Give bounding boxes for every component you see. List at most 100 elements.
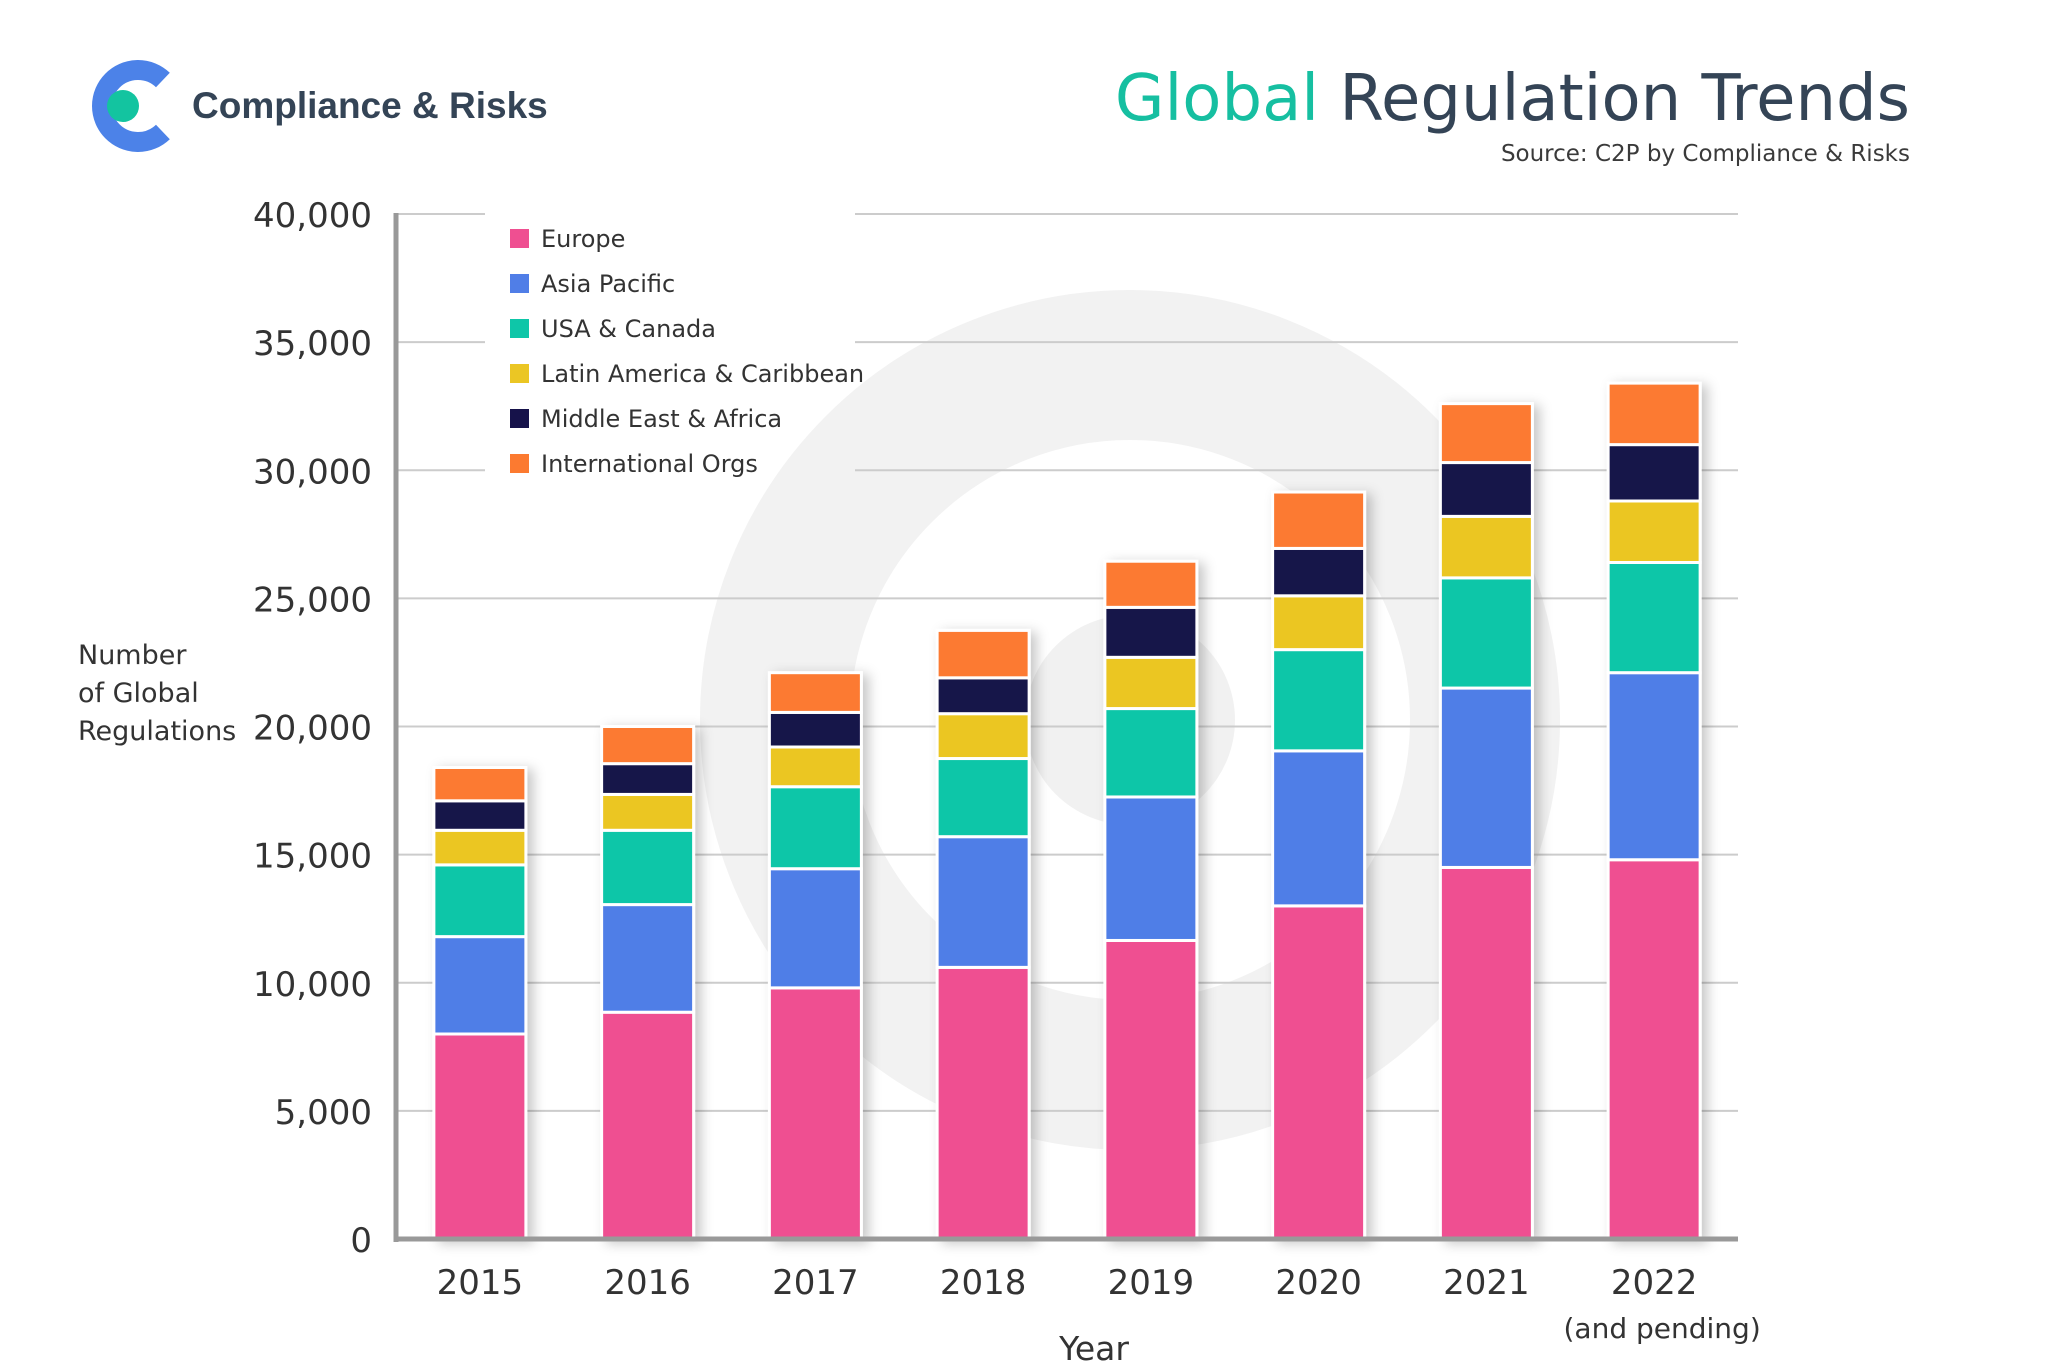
legend: Europe Asia Pacific USA & Canada Latin Amer… — [510, 225, 864, 478]
y-tick-label: 40,000 — [253, 196, 372, 236]
x-tick-label: 2021 — [1443, 1263, 1530, 1303]
bar-stack-2021 — [1438, 402, 1534, 1241]
y-tick-labels: 0 5,000 10,000 15,000 20,000 25,000 30,000 35,0… — [253, 196, 372, 1261]
y-tick-label: 35,000 — [253, 324, 372, 364]
bar-segment-europe — [767, 986, 863, 1241]
x-tick-label: 2018 — [940, 1263, 1027, 1303]
legend-label: Europe — [541, 225, 625, 253]
x-tick-label: 2020 — [1275, 1263, 1362, 1303]
bar-segment-usa-canada — [1438, 576, 1534, 690]
bar-segment-asia-pacific — [935, 835, 1031, 969]
bar-segment-middle-east-africa — [1271, 546, 1367, 598]
bar-stack-group — [432, 381, 1702, 1241]
x-tick-label: 2017 — [772, 1263, 859, 1303]
bar-segment-middle-east-africa — [1606, 443, 1702, 503]
bar-segment-asia-pacific — [1271, 749, 1367, 908]
bar-segment-international-orgs — [1103, 559, 1199, 609]
x-tick-sublabel: (and pending) — [1564, 1312, 1761, 1345]
bar-segment-asia-pacific — [600, 903, 696, 1014]
legend-swatch — [510, 409, 529, 428]
bar-segment-middle-east-africa — [1103, 605, 1199, 659]
legend-swatch — [510, 274, 529, 293]
bar-segment-europe — [1271, 904, 1367, 1241]
bar-segment-asia-pacific — [1606, 671, 1702, 862]
bar-segment-europe — [600, 1010, 696, 1241]
c-ring-logo-icon — [92, 60, 170, 152]
legend-swatch — [510, 364, 529, 383]
bar-segment-asia-pacific — [1103, 795, 1199, 942]
bar-segment-middle-east-africa — [767, 710, 863, 749]
brand-logo: Compliance & Risks — [92, 60, 548, 152]
bar-segment-usa-canada — [935, 757, 1031, 839]
bar-segment-usa-canada — [432, 863, 528, 939]
bar-stack-2015 — [432, 766, 528, 1241]
bar-segment-international-orgs — [1271, 490, 1367, 550]
bar-segment-asia-pacific — [432, 935, 528, 1036]
bar-segment-europe — [935, 965, 1031, 1241]
brand-name: Compliance & Risks — [192, 85, 548, 126]
legend-label: Middle East & Africa — [541, 405, 782, 433]
legend-label: International Orgs — [541, 450, 758, 478]
x-axis-label: Year — [1058, 1329, 1129, 1367]
source-note: Source: C2P by Compliance & Risks — [1501, 141, 1910, 167]
bar-segment-usa-canada — [1103, 707, 1199, 799]
y-tick-label: 25,000 — [253, 580, 372, 620]
y-axis-label: Number of Global Regulations — [78, 640, 236, 747]
y-tick-label: 10,000 — [253, 965, 372, 1005]
bar-segment-latin-america-caribbean — [600, 792, 696, 832]
bar-stack-2022 — [1606, 381, 1702, 1241]
bar-segment-usa-canada — [600, 828, 696, 907]
bar-stack-2020 — [1271, 490, 1367, 1241]
title-accent: Global — [1115, 62, 1319, 136]
bar-segment-europe — [432, 1032, 528, 1241]
bar-segment-latin-america-caribbean — [432, 828, 528, 867]
bar-segment-international-orgs — [432, 766, 528, 803]
legend-label: Asia Pacific — [541, 270, 675, 298]
bar-segment-asia-pacific — [767, 867, 863, 990]
bar-segment-latin-america-caribbean — [1438, 514, 1534, 580]
x-tick-label: 2016 — [604, 1263, 691, 1303]
y-tick-label: 15,000 — [253, 837, 372, 877]
x-tick-labels: 2015 2016 2017 2018 2019 2020 2021 2022 (and pen… — [437, 1263, 1761, 1345]
bar-segment-middle-east-africa — [1438, 461, 1534, 518]
bar-segment-europe — [1438, 865, 1534, 1241]
y-tick-label: 30,000 — [253, 452, 372, 492]
bar-segment-latin-america-caribbean — [1606, 499, 1702, 564]
page-title: Global Regulation Trends — [1115, 62, 1910, 136]
legend-swatch — [510, 454, 529, 473]
x-tick-label: 2019 — [1108, 1263, 1195, 1303]
bar-segment-middle-east-africa — [432, 799, 528, 832]
bar-segment-europe — [1103, 938, 1199, 1241]
bar-stack-2018 — [935, 628, 1031, 1241]
axes — [393, 213, 1738, 1242]
bar-segment-usa-canada — [767, 785, 863, 871]
bar-segment-international-orgs — [1606, 381, 1702, 447]
bar-segment-middle-east-africa — [935, 676, 1031, 716]
bar-stack-2017 — [767, 671, 863, 1241]
x-tick-label: 2022 — [1611, 1263, 1698, 1303]
x-tick-label: 2015 — [437, 1263, 524, 1303]
bar-segment-europe — [1606, 858, 1702, 1241]
y-tick-label: 0 — [350, 1221, 372, 1261]
legend-swatch — [510, 319, 529, 338]
bar-segment-latin-america-caribbean — [767, 745, 863, 789]
title-rest: Regulation Trends — [1339, 62, 1910, 136]
bar-segment-international-orgs — [600, 725, 696, 766]
bar-segment-asia-pacific — [1438, 686, 1534, 869]
legend-label: USA & Canada — [541, 315, 716, 343]
bar-segment-latin-america-caribbean — [1103, 655, 1199, 711]
bar-segment-international-orgs — [1438, 402, 1534, 465]
bar-segment-latin-america-caribbean — [935, 712, 1031, 761]
bar-segment-usa-canada — [1606, 561, 1702, 675]
bar-segment-international-orgs — [767, 671, 863, 714]
legend-swatch — [510, 229, 529, 248]
bar-stack-2019 — [1103, 559, 1199, 1241]
bar-segment-latin-america-caribbean — [1271, 594, 1367, 652]
bar-segment-middle-east-africa — [600, 762, 696, 796]
bar-stack-2016 — [600, 725, 696, 1241]
bar-segment-international-orgs — [935, 628, 1031, 680]
y-tick-label: 20,000 — [253, 709, 372, 749]
bar-segment-usa-canada — [1271, 648, 1367, 753]
